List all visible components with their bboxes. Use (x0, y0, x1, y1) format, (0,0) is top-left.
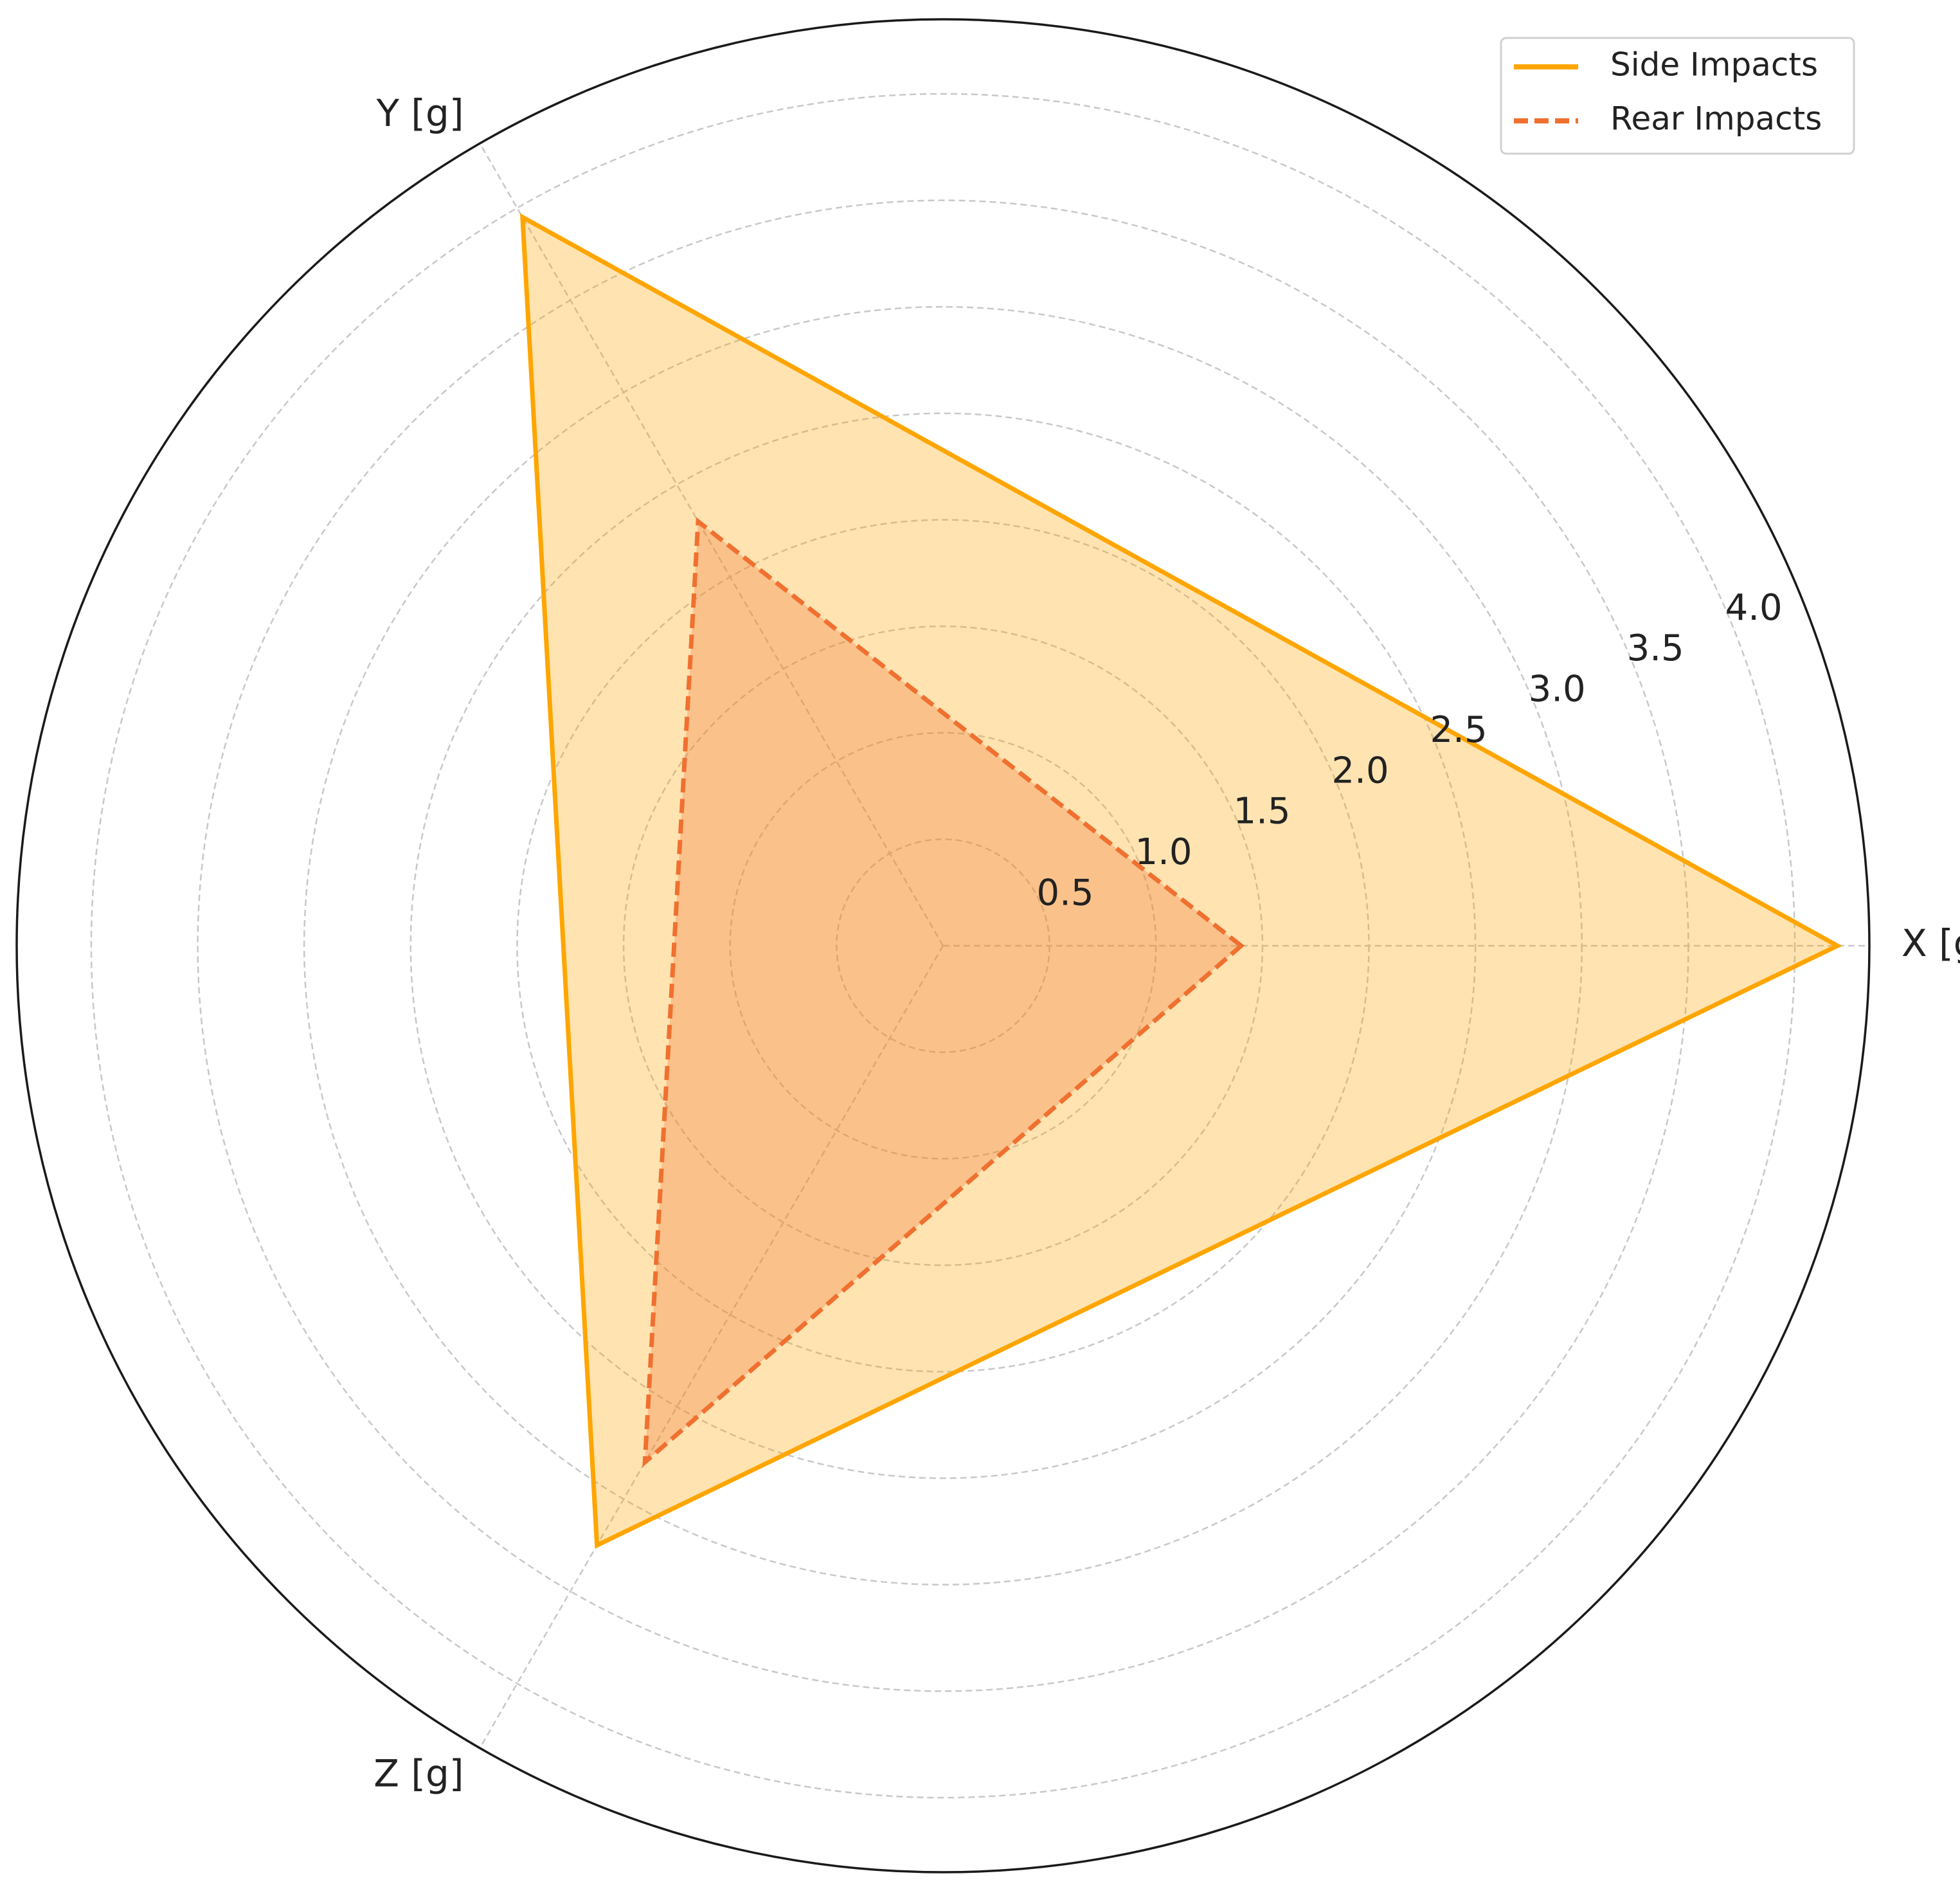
spoke (479, 945, 944, 1749)
legend-label: Side Impacts (1610, 46, 1818, 84)
r-tick-label: 2.0 (1332, 750, 1389, 791)
r-tick-label: 0.5 (1036, 872, 1093, 914)
grid-ring (90, 93, 1796, 1799)
spoke (479, 143, 944, 946)
outer-frame (15, 18, 1871, 1873)
r-tick-label: 2.5 (1430, 709, 1488, 751)
category-label: Y [g] (376, 91, 464, 135)
series-area (642, 517, 1245, 1468)
r-tick-label: 1.0 (1135, 831, 1192, 873)
legend-label: Rear Impacts (1610, 100, 1822, 138)
r-tick-label: 1.5 (1233, 791, 1290, 833)
grid-ring (729, 732, 1157, 1160)
r-tick-label: 4.0 (1725, 587, 1783, 629)
grid-ring (409, 412, 1477, 1479)
category-label: X [g] (1902, 921, 1960, 965)
legend: Side Impacts Rear Impacts (1500, 37, 1855, 155)
legend-box (1500, 37, 1855, 155)
category-label: Z [g] (373, 1751, 463, 1795)
r-tick-label: 3.0 (1529, 669, 1586, 710)
series-area (519, 213, 1842, 1549)
r-tick-label: 3.5 (1627, 627, 1684, 669)
